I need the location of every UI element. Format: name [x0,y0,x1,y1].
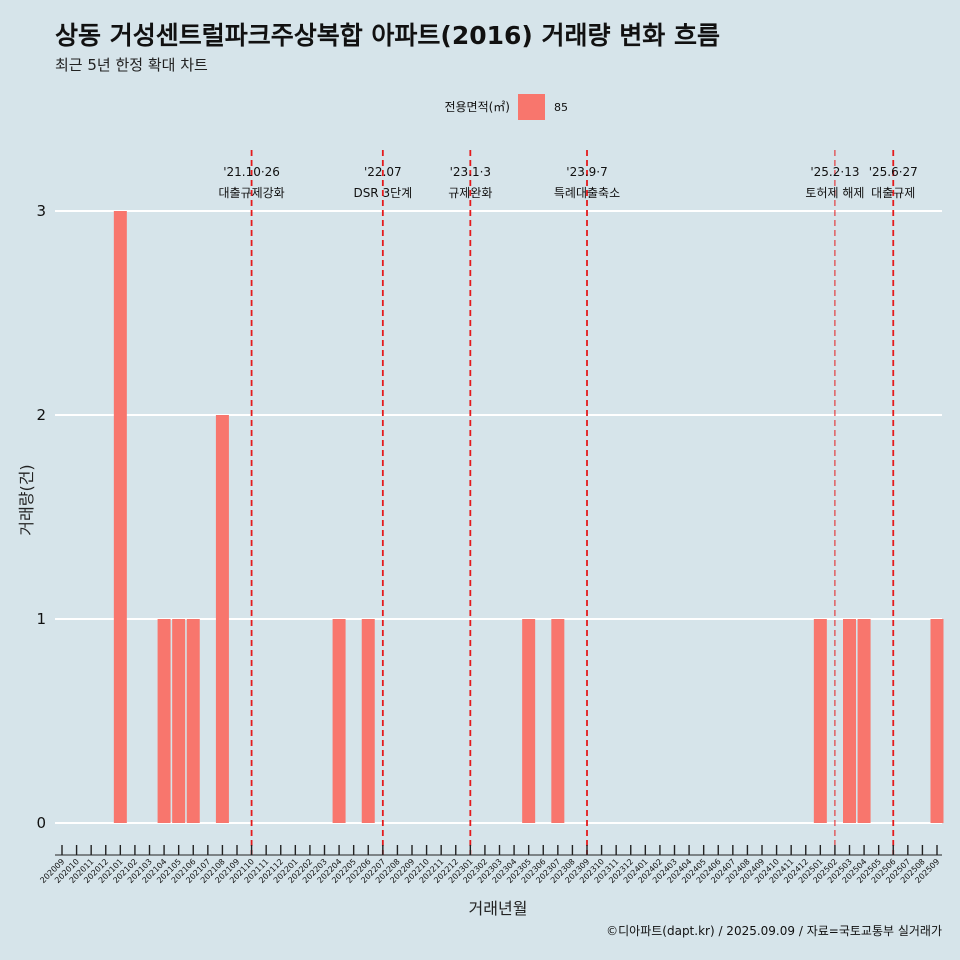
legend: 전용면적(㎡) 85 [444,94,568,120]
bar [186,619,200,823]
bar [813,619,827,823]
event-label: 대출규제강화 [218,186,284,200]
y-tick-label: 1 [36,610,46,628]
event-date: '25.6·27 [869,165,918,179]
y-axis-title: 거래량(건) [17,464,36,535]
bar [930,619,944,823]
bar [332,619,346,823]
bar [172,619,186,823]
bar [857,619,871,823]
y-tick-label: 3 [36,202,46,220]
event-label: 대출규제 [871,186,915,200]
bar [157,619,171,823]
legend-title: 전용면적(㎡) [444,100,510,114]
bar [551,619,565,823]
chart-title: 상동 거성센트럴파크주상복합 아파트(2016) 거래량 변화 흐름 [55,21,720,50]
caption: ©디아파트(dapt.kr) / 2025.09.09 / 자료=국토교통부 실… [606,924,942,938]
event-date: '25.2·13 [810,165,859,179]
y-axis: 0 1 2 3 [36,202,46,832]
bar [361,619,375,823]
x-axis: 2020092020102020112020122021012021022021… [38,845,942,885]
gridlines [55,210,942,824]
bar [843,619,856,823]
event-date: '23.1·3 [450,165,491,179]
bars [113,211,944,823]
chart-subtitle: 최근 5년 한정 확대 차트 [55,56,208,74]
y-tick-label: 2 [36,406,46,424]
y-tick-label: 0 [36,814,46,832]
bar [113,211,127,823]
event-date: '23.9·7 [566,165,607,179]
bar [215,415,229,823]
x-axis-title: 거래년월 [469,899,528,918]
event-date: '22.07 [364,165,402,179]
event-label: 토허제 해제 [805,186,864,200]
event-lines: '21.10·26 대출규제강화 '22.07 DSR 3단계 '23.1·3 규제완화 '… [218,150,918,855]
event-label: 특례대출축소 [554,186,620,200]
event-label: DSR 3단계 [353,186,412,200]
legend-swatch [518,94,545,120]
event-label: 규제완화 [448,186,492,200]
legend-label: 85 [554,101,568,114]
bar [522,619,536,823]
event-date: '21.10·26 [223,165,280,179]
